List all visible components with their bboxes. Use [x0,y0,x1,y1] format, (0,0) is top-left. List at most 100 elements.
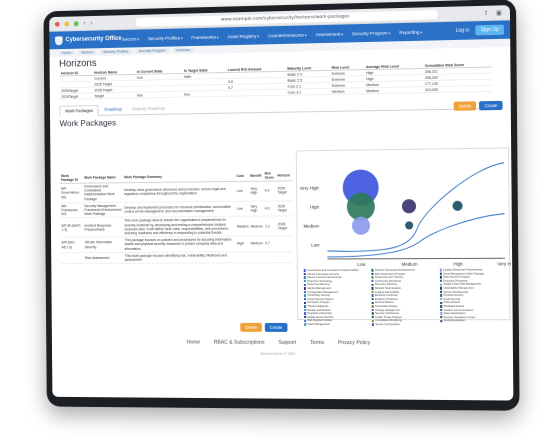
legend-item[interactable]: Third-Party Security [304,294,368,297]
risk-bubble-chart: Low Medium High Very High Low Medium High Very … [296,147,511,320]
footer-link-terms[interactable]: Terms [310,340,324,346]
footer-link-rbac[interactable]: RBAC & Subscriptions [214,340,265,346]
legend-item[interactable]: Mobile Device Security [304,316,368,319]
table-cell: true [182,90,226,97]
create-horizon-button[interactable]: Create [479,101,502,111]
legend-item[interactable]: Endpoint Protection [372,298,436,301]
legend-item[interactable]: Regulatory Reporting [304,312,368,315]
y-tick-label: High [310,204,320,209]
legend-label: Business Continuity [375,294,398,297]
tabs-overview-icon[interactable]: ▣ [496,9,504,16]
legend-item[interactable]: Privileged Access [440,305,505,308]
table-row[interactable]: WP-IR-(NIST-1-3) Incident Response Prepar… [60,216,292,237]
legend-item[interactable]: Security Operations Center [440,316,505,319]
legend-swatch [304,291,306,293]
legend-item[interactable]: Insider Threat Program [372,316,436,319]
legend-item[interactable]: Backup and Restore [304,309,368,312]
legend-swatch [372,312,374,314]
legend-item[interactable]: Email Security [440,298,505,301]
menu-reporting[interactable]: Reporting [399,29,422,35]
table-row[interactable]: WP-Framework-001 Security Management Fram… [60,201,292,218]
legend-item[interactable]: Logging and Auditing [372,290,436,293]
signup-button[interactable]: Sign Up [476,25,504,36]
table-cell: Low [236,181,250,201]
legend-label: Secure Development [443,290,468,293]
main-menu: Sectors Security Profiles Frameworks Ass… [122,28,456,41]
minimize-window-button[interactable] [64,21,69,26]
tab-work-packages[interactable]: Work Packages [59,105,98,116]
trend-curve [327,214,505,257]
menu-sectors[interactable]: Sectors [122,36,140,41]
column-header[interactable]: Work Package Name [83,172,123,183]
footer-link-support[interactable]: Support [278,340,296,346]
legend-item[interactable]: Security Architecture [372,312,436,315]
close-window-button[interactable] [55,21,60,26]
legend-label: Insider Threat Program [375,316,402,319]
legend-item[interactable]: Physical Security [440,294,505,297]
login-link[interactable]: Log in [456,27,470,33]
table-cell [277,236,293,252]
table-cell: This package focuses on policies and pro… [124,236,237,252]
table-cell: Medium [364,87,423,94]
breadcrumb-item[interactable]: Security Profiles [101,49,132,54]
menu-assessment[interactable]: Assessment [315,31,343,37]
legend-label: Incident Communications [444,309,474,312]
menu-security-program[interactable]: Security Program [352,30,390,36]
delete-work-package-button[interactable]: Delete [240,323,262,332]
legend-swatch [304,280,306,282]
legend-item[interactable]: Secure Configuration [372,323,436,326]
breadcrumb-item[interactable]: Security Program [136,49,169,54]
tab-maturity-roadmap[interactable]: Maturity Roadmap [127,104,170,115]
brand-name: Cybersecurity Office [65,36,121,43]
legend-item[interactable]: Threat Intelligence [304,305,368,308]
legend-item[interactable]: Incident Communications [440,309,505,312]
delete-horizon-button[interactable]: Delete [454,101,477,111]
breadcrumb-item[interactable]: Home [59,51,74,55]
table-cell: 4.4 [264,181,277,201]
legend-swatch [371,276,373,278]
table-cell: Incident Response Preparedness [84,218,124,238]
table-row[interactable]: Risk Assessment This work package focuses… [61,251,293,263]
menu-frameworks[interactable]: Frameworks [191,34,218,40]
column-header[interactable]: Cost [235,171,249,182]
legend-item[interactable]: Penetration Testing [372,305,436,308]
legend-item[interactable]: Audit Remediation [440,319,505,322]
column-header[interactable]: ROI Score [264,171,277,182]
menu-asset-registry[interactable]: Asset Registry [227,33,259,39]
breadcrumb-item[interactable]: Sectors [78,50,95,54]
footer-link-privacy[interactable]: Privacy Policy [338,340,370,346]
forward-arrow-icon[interactable]: › [90,19,92,26]
legend-label: Penetration Testing [375,305,397,308]
legend-swatch [304,294,306,296]
table-row[interactable]: WP-Governance-001 Governance and Complian… [60,181,292,203]
legend-item[interactable]: Cloud Security Posture [304,298,368,301]
create-work-package-button[interactable]: Create [265,323,287,332]
legend-item[interactable]: Secure Development [440,290,505,293]
browser-window: ‹ › www.example.com/cybersecurity/horizo… [49,5,513,400]
column-header[interactable]: Horizon [276,170,292,181]
x-tick-label: Medium [401,262,417,267]
data-bubble [405,221,413,229]
maximize-window-button[interactable] [74,21,79,26]
legend-item[interactable]: Change Management [372,309,436,312]
share-icon[interactable]: ⇧ [484,9,491,16]
legend-swatch [440,273,442,275]
back-arrow-icon[interactable]: ‹ [83,20,85,27]
tab-roadmap[interactable]: Roadmap [100,105,127,115]
table-row[interactable]: WP-(ISO-A5.1.3) Off-site Information Secu… [61,236,293,253]
legend-item[interactable]: Encryption Program [304,301,368,304]
brand[interactable]: Cybersecurity Office [55,34,122,44]
legend-item[interactable]: Patch Management [304,323,368,326]
footer-link-home[interactable]: Home [187,340,200,346]
legend-item[interactable]: Security Metrics [372,301,436,304]
legend-item[interactable]: Business Continuity [372,294,436,297]
menu-security-profiles[interactable]: Security Profiles [148,35,183,41]
address-text: www.example.com/cybersecurity/horizons/w… [221,14,350,22]
legend-swatch [372,287,374,289]
menu-countermeasures[interactable]: Countermeasures [268,32,307,38]
legend-item[interactable]: Data Classification [440,312,505,315]
legend-swatch [372,323,374,325]
column-header[interactable]: Work Package ID [60,173,83,184]
column-header[interactable]: Benefit [249,171,263,182]
legend-item[interactable]: Policy Review [440,301,505,304]
